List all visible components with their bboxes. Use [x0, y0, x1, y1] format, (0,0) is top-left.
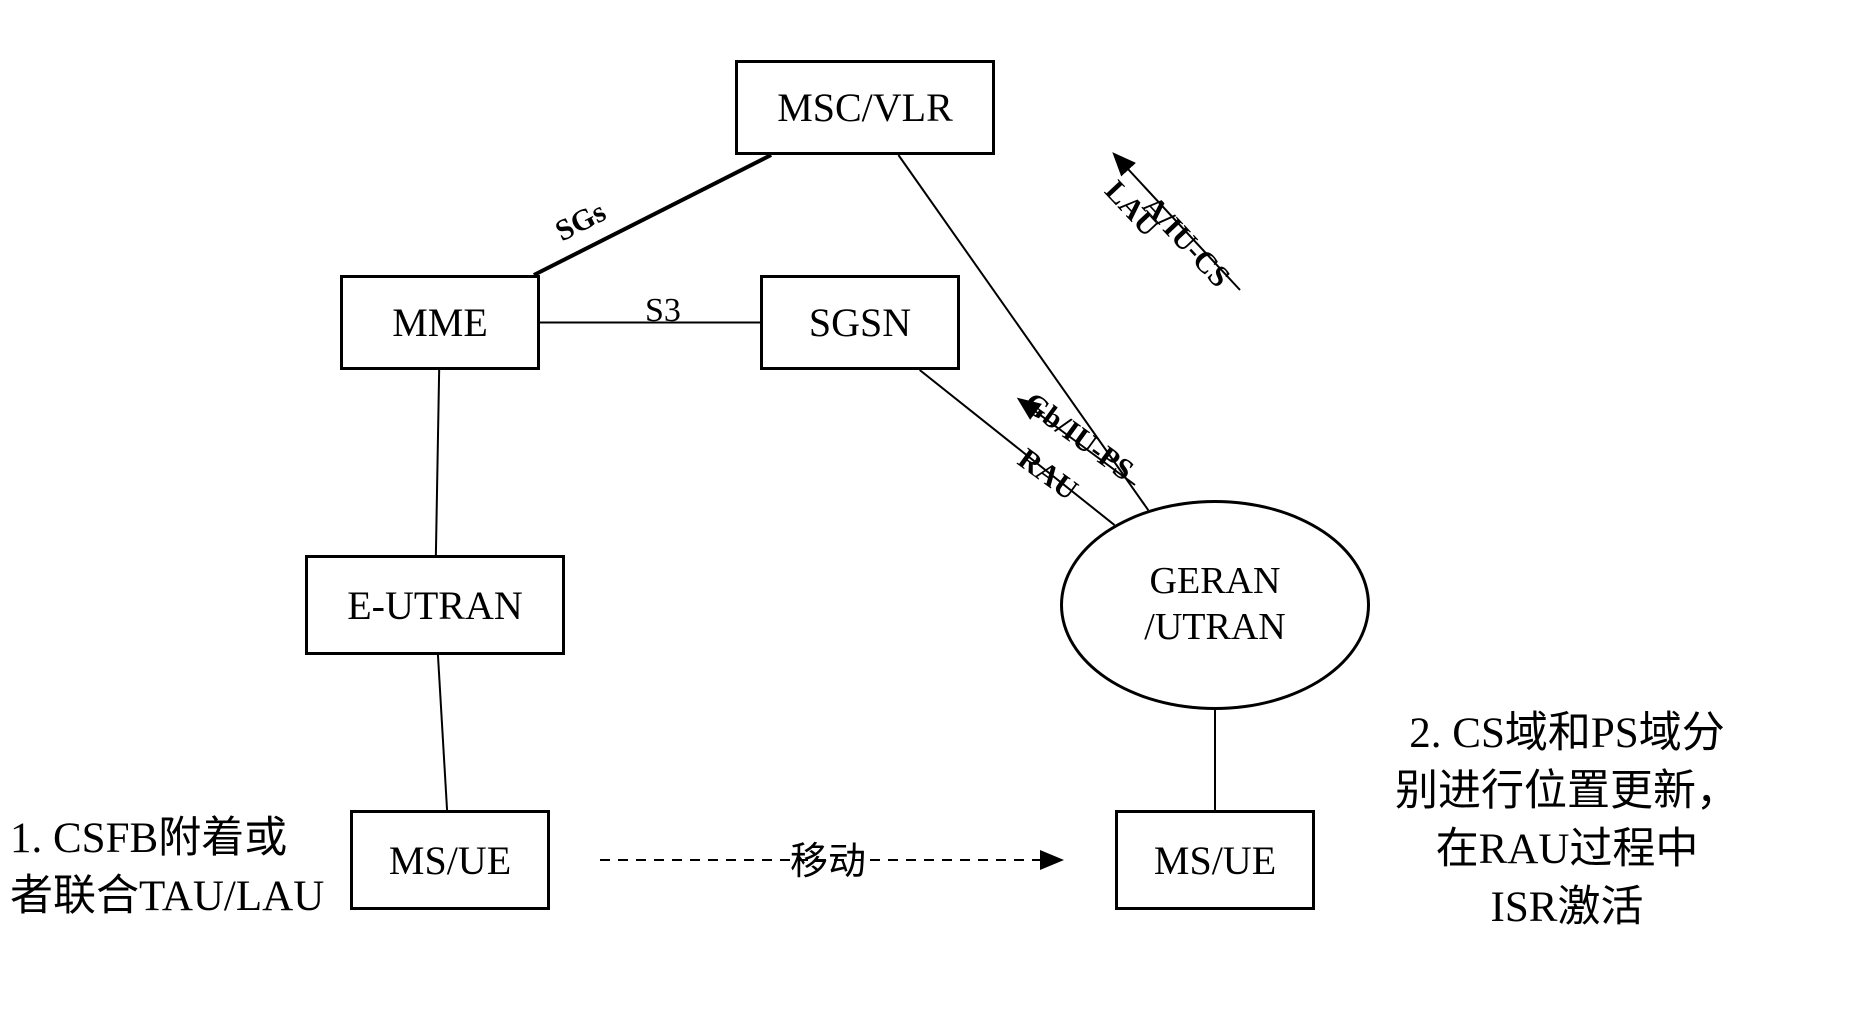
node-label: MS/UE [389, 837, 511, 884]
node-label: MSC/VLR [777, 84, 953, 131]
node-msc-vlr: MSC/VLR [735, 60, 995, 155]
node-eutran: E-UTRAN [305, 555, 565, 655]
node-ms-ue-right: MS/UE [1115, 810, 1315, 910]
node-label: MS/UE [1154, 837, 1276, 884]
node-label: E-UTRAN [347, 582, 523, 629]
node-sgsn: SGSN [760, 275, 960, 370]
node-label: MME [392, 299, 488, 346]
node-label: GERAN/UTRAN [1144, 559, 1285, 650]
node-label: SGSN [809, 299, 911, 346]
edge-label-move: 移动 [790, 830, 866, 885]
node-ms-ue-left: MS/UE [350, 810, 550, 910]
node-mme: MME [340, 275, 540, 370]
edge-label-sgs: SGs [550, 195, 612, 249]
annotation-right: 2. CS域和PS域分别进行位置更新，在RAU过程中ISR激活 [1395, 705, 1739, 937]
annotation-left: 1. CSFB附着或者联合TAU/LAU [10, 810, 324, 926]
node-geran-utran: GERAN/UTRAN [1060, 500, 1370, 710]
edge-label-s3: S3 [645, 292, 681, 330]
